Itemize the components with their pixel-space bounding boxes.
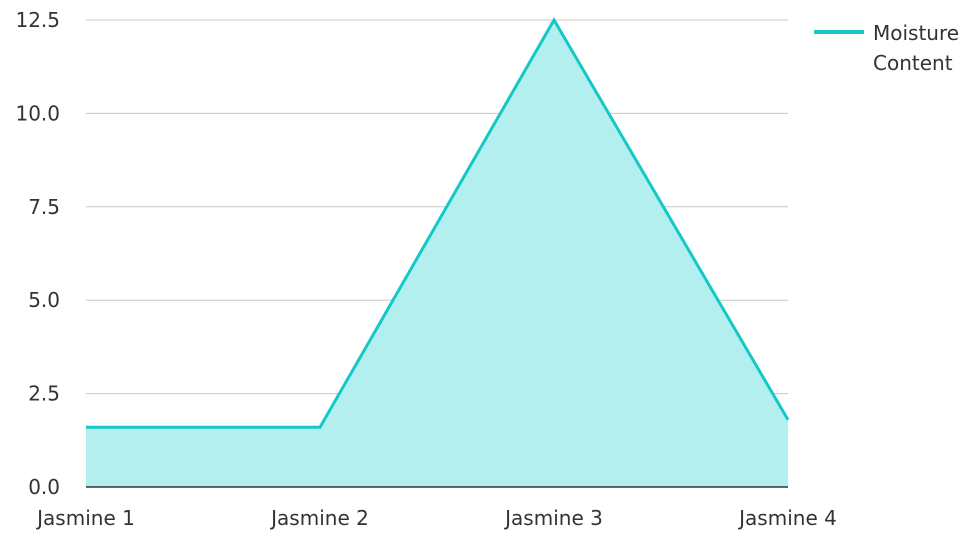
legend: Moisture Content [814,21,959,75]
series-layer [86,17,790,487]
x-tick-label-0: Jasmine 1 [35,506,135,530]
x-tick-label-3: Jasmine 4 [737,506,837,530]
legend-label-line-2: Content [873,51,953,75]
y-axis-tick-labels: 0.0 2.5 5.0 7.5 10.0 12.5 [15,8,60,499]
x-tick-label-1: Jasmine 2 [269,506,369,530]
series-line-moisture-content [86,17,790,429]
series-area-moisture-content [86,20,788,487]
legend-swatch-moisture-content [814,30,864,34]
y-tick-label-1: 2.5 [28,382,60,406]
x-axis-tick-labels: Jasmine 1 Jasmine 2 Jasmine 3 Jasmine 4 [35,506,837,530]
y-tick-label-3: 7.5 [28,195,60,219]
y-tick-label-4: 10.0 [15,101,60,125]
legend-label-line-1: Moisture [873,21,959,45]
x-tick-label-2: Jasmine 3 [503,506,603,530]
y-tick-label-5: 12.5 [15,8,60,32]
y-tick-label-2: 5.0 [28,288,60,312]
y-tick-label-0: 0.0 [28,475,60,499]
